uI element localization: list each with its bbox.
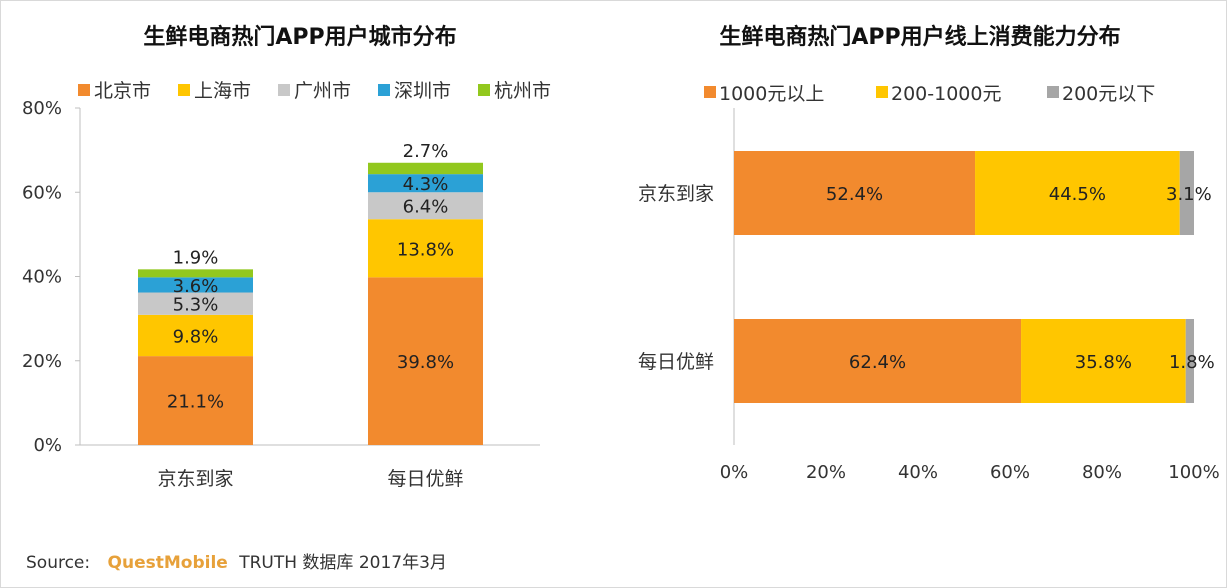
chart1-data-label: 9.8% <box>173 326 219 347</box>
chart2-x-tick-label: 60% <box>990 462 1030 483</box>
chart2-title: 生鲜电商热门APP用户线上消费能力分布 <box>719 24 1120 50</box>
chart1-y-tick-label: 40% <box>22 267 62 288</box>
chart2-legend-swatch-2 <box>1047 86 1059 98</box>
source-note: Source: QuestMobile TRUTH 数据库 2017年3月 <box>26 548 447 573</box>
chart1-legend-swatch-2 <box>278 84 290 96</box>
chart1-bar-segment <box>138 269 253 278</box>
chart2-bar-segment <box>1179 151 1194 235</box>
chart1-y-tick-label: 0% <box>33 435 62 456</box>
chart2-legend-swatch-1 <box>876 86 888 98</box>
spending-distribution-chart: 生鲜电商热门APP用户线上消费能力分布 1000元以上 200-1000元 200元… <box>638 24 1220 483</box>
chart1-bar-segment <box>368 277 483 445</box>
chart2-x-tick-label: 20% <box>806 462 846 483</box>
chart2-data-label: 1.8% <box>1169 352 1215 373</box>
chart1-bar-segment <box>368 174 483 193</box>
chart2-bar-segment <box>734 151 976 235</box>
chart1-bar-segment <box>368 162 483 175</box>
chart2-bar-segment <box>734 319 1022 403</box>
chart1-y-tick-label: 20% <box>22 351 62 372</box>
chart2-legend-label-2: 200元以下 <box>1062 83 1155 105</box>
chart1-data-label: 21.1% <box>167 392 224 413</box>
chart2-x-tick-label: 100% <box>1168 462 1219 483</box>
chart1-axes: 0% 20% 40% 60% 80% <box>22 98 540 456</box>
chart2-bars <box>734 151 1194 403</box>
chart1-legend-label-2: 广州市 <box>294 80 351 102</box>
chart1-legend-swatch-3 <box>378 84 390 96</box>
chart1-bar-segment <box>138 314 253 357</box>
chart1-data-label: 4.3% <box>403 174 449 195</box>
chart1-y-tick-label: 80% <box>22 98 62 119</box>
chart1-data-label: 3.6% <box>173 276 219 297</box>
chart2-category-label: 京东到家 <box>638 183 714 205</box>
chart1-legend-label-3: 深圳市 <box>394 80 451 102</box>
chart1-category-label: 每日优鲜 <box>387 468 463 490</box>
chart2-legend-swatch-0 <box>704 86 716 98</box>
chart1-data-label: 39.8% <box>397 352 454 373</box>
chart1-bar-segment <box>368 192 483 220</box>
chart2-x-tick-label: 40% <box>898 462 938 483</box>
chart1-title: 生鲜电商热门APP用户城市分布 <box>143 24 456 50</box>
chart1-legend-swatch-1 <box>178 84 190 96</box>
chart2-legend-label-1: 200-1000元 <box>891 83 1001 105</box>
chart1-data-label: 13.8% <box>397 239 454 260</box>
chart2-data-label: 62.4% <box>849 352 906 373</box>
chart1-legend-label-1: 上海市 <box>194 80 251 102</box>
chart1-bar-segment <box>138 356 253 445</box>
chart1-legend-swatch-0 <box>78 84 90 96</box>
chart1-bars <box>138 162 483 445</box>
chart1-legend: 北京市 上海市 广州市 深圳市 杭州市 <box>78 80 551 102</box>
chart1-data-label: 5.3% <box>173 295 219 316</box>
chart1-data-label: 6.4% <box>403 197 449 218</box>
chart2-legend-label-0: 1000元以上 <box>719 83 824 105</box>
chart1-legend-swatch-4 <box>478 84 490 96</box>
chart1-y-tick-label: 60% <box>22 182 62 203</box>
chart2-axes: 0% 20% 40% 60% 80% 100% <box>720 108 1220 483</box>
chart1-legend-label-4: 杭州市 <box>494 80 551 102</box>
source-detail: TRUTH 数据库 2017年3月 <box>239 553 447 573</box>
chart1-category-label: 京东到家 <box>157 468 233 490</box>
chart1-legend-label-0: 北京市 <box>94 80 151 102</box>
source-label: Source: <box>26 553 91 573</box>
chart2-x-tick-label: 0% <box>720 462 749 483</box>
chart2-legend: 1000元以上 200-1000元 200元以下 <box>704 83 1155 105</box>
chart1-data-label: 1.9% <box>173 247 219 268</box>
chart2-bar-segment <box>1185 319 1194 403</box>
chart2-data-labels: 52.4% 44.5% 3.1% 62.4% 35.8% 1.8% <box>826 184 1215 373</box>
chart2-bar-segment <box>1021 319 1186 403</box>
chart1-category-labels: 京东到家 每日优鲜 <box>157 468 463 490</box>
chart2-bar-segment <box>975 151 1180 235</box>
chart2-data-label: 3.1% <box>1166 184 1212 205</box>
chart1-bar-segment <box>138 277 253 293</box>
chart1-bar-segment <box>368 219 483 278</box>
chart2-data-label: 35.8% <box>1075 352 1132 373</box>
chart2-category-label: 每日优鲜 <box>638 351 714 373</box>
chart1-data-labels: 21.1% 9.8% 5.3%3.6% 1.9% 39.8% 13.8% 6.4%4.3% 2… <box>167 141 454 413</box>
chart2-data-label: 52.4% <box>826 184 883 205</box>
chart1-bar-segment <box>138 292 253 315</box>
city-distribution-chart: 生鲜电商热门APP用户城市分布 北京市 上海市 广州市 深圳市 杭州市 0% 20% 40%… <box>22 24 551 490</box>
chart2-x-tick-label: 80% <box>1082 462 1122 483</box>
chart2-data-label: 44.5% <box>1049 184 1106 205</box>
chart1-data-label: 2.7% <box>403 141 449 162</box>
brand-name: QuestMobile <box>107 553 228 573</box>
